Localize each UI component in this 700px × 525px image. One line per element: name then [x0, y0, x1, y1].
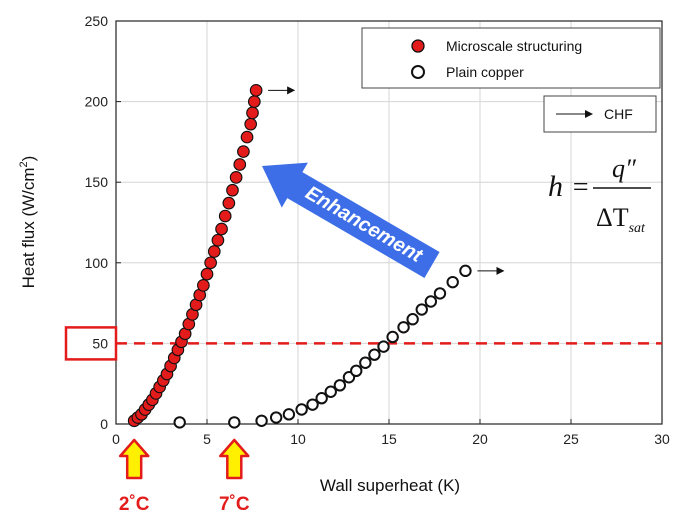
y-tick-label-4: 200: [85, 94, 109, 110]
plain-copper-point-2: [255, 414, 268, 427]
plain-copper-point-14: [377, 340, 390, 353]
equation-numerator: q″: [612, 154, 637, 183]
x-tick-label-6: 30: [654, 431, 670, 447]
plain-copper-point-5: [295, 403, 308, 416]
legend-marker-microscale: [411, 39, 425, 53]
legend: Microscale structuring Plain copper: [361, 27, 661, 89]
y-tick-label-1: 50: [92, 335, 108, 351]
microscale-point-22: [207, 245, 221, 258]
y-tick-label-0: 0: [100, 416, 108, 432]
series-plain-copper: [173, 264, 472, 429]
microscale-point-24: [215, 222, 228, 236]
microscale-point-21: [204, 256, 217, 270]
y-tick-label-3: 150: [85, 174, 109, 190]
chf-legend-label: CHF: [604, 106, 633, 122]
legend-label-microscale: Microscale structuring: [446, 38, 582, 54]
superheat-arrow-1: [219, 438, 250, 480]
microscale-point-32: [244, 117, 258, 131]
enhancement-arrow-shape: [262, 162, 440, 278]
y-axis-title: Heat flux (W/cm2): [18, 156, 38, 289]
x-tick-label-5: 25: [563, 431, 579, 447]
reference-highlight-box: [64, 326, 118, 361]
plain-copper-point-22: [459, 264, 472, 278]
plain-copper-point-4: [282, 408, 296, 421]
y-axis-title-main: Heat flux (W/cm: [19, 167, 38, 288]
equation-lhs: h: [548, 170, 563, 203]
plain-copper-point-3: [269, 411, 283, 424]
x-tick-label-0: 0: [112, 431, 120, 447]
microscale-point-23: [211, 233, 225, 247]
enhancement-label: Enhancement: [302, 182, 428, 268]
microscale-point-30: [237, 145, 250, 158]
plain-copper-point-9: [333, 379, 347, 392]
microscale-point-29: [233, 158, 247, 171]
chf-legend: CHF: [543, 95, 657, 133]
x-tick-label-3: 15: [381, 431, 397, 447]
plain-copper-point-1: [228, 416, 241, 429]
equation-denominator-sub: sat: [629, 221, 646, 236]
microscale-point-26: [222, 196, 236, 210]
plain-copper-point-20: [433, 287, 447, 300]
x-axis-title: Wall superheat (K): [320, 476, 460, 495]
microscale-point-33: [246, 106, 259, 120]
plain-copper-point-13: [368, 348, 381, 361]
plain-copper-point-18: [415, 303, 428, 316]
microscale-point-31: [240, 130, 254, 144]
superheat-markers: 2˚C 7˚C: [118, 438, 250, 515]
plain-copper-point-16: [397, 321, 410, 334]
y-tick-label-2: 100: [85, 255, 109, 271]
microscale-point-35: [249, 83, 263, 97]
y-axis-title-sup: 2: [18, 161, 30, 167]
y-tick-label-5: 250: [85, 13, 109, 29]
microscale-point-34: [247, 95, 261, 108]
x-tick-label-1: 5: [203, 431, 211, 447]
plain-copper-point-0: [173, 416, 186, 429]
equation-denominator: ΔTsat: [596, 203, 646, 236]
microscale-point-20: [200, 267, 214, 281]
legend-box: [361, 27, 661, 89]
x-tick-label-2: 10: [290, 431, 306, 447]
series-microscale-structuring: [127, 83, 263, 428]
plain-copper-point-8: [324, 385, 337, 398]
microscale-point-19: [197, 279, 210, 292]
heat-transfer-equation: h = q″ ΔTsat: [548, 154, 651, 236]
plain-copper-point-17: [406, 313, 419, 326]
microscale-point-27: [226, 183, 239, 197]
plain-copper-point-6: [306, 398, 319, 411]
equation-denominator-main: ΔT: [596, 203, 629, 232]
plain-copper-point-12: [359, 356, 372, 369]
plain-copper-point-21: [446, 275, 459, 289]
legend-marker-plain: [411, 65, 425, 79]
y-axis-title-end: ): [19, 156, 38, 162]
microscale-point-28: [229, 171, 243, 184]
superheat-arrow-0: [118, 438, 150, 480]
plain-copper-point-11: [350, 364, 363, 378]
x-tick-label-4: 20: [472, 431, 488, 447]
legend-label-plain: Plain copper: [446, 64, 524, 80]
microscale-point-25: [218, 209, 232, 223]
enhancement-arrow: Enhancement: [262, 162, 440, 278]
equation-equals: =: [571, 172, 590, 203]
chf-arrows: [268, 86, 505, 275]
superheat-label-1: 7˚C: [219, 494, 250, 515]
plain-copper-point-15: [386, 330, 399, 344]
axis-ticks: 0 5 10 15 20 25 30 0 50 100 150 200 250: [85, 13, 670, 447]
superheat-label-0: 2˚C: [119, 494, 150, 515]
plain-copper-point-7: [315, 392, 328, 405]
plain-copper-point-19: [424, 295, 438, 308]
